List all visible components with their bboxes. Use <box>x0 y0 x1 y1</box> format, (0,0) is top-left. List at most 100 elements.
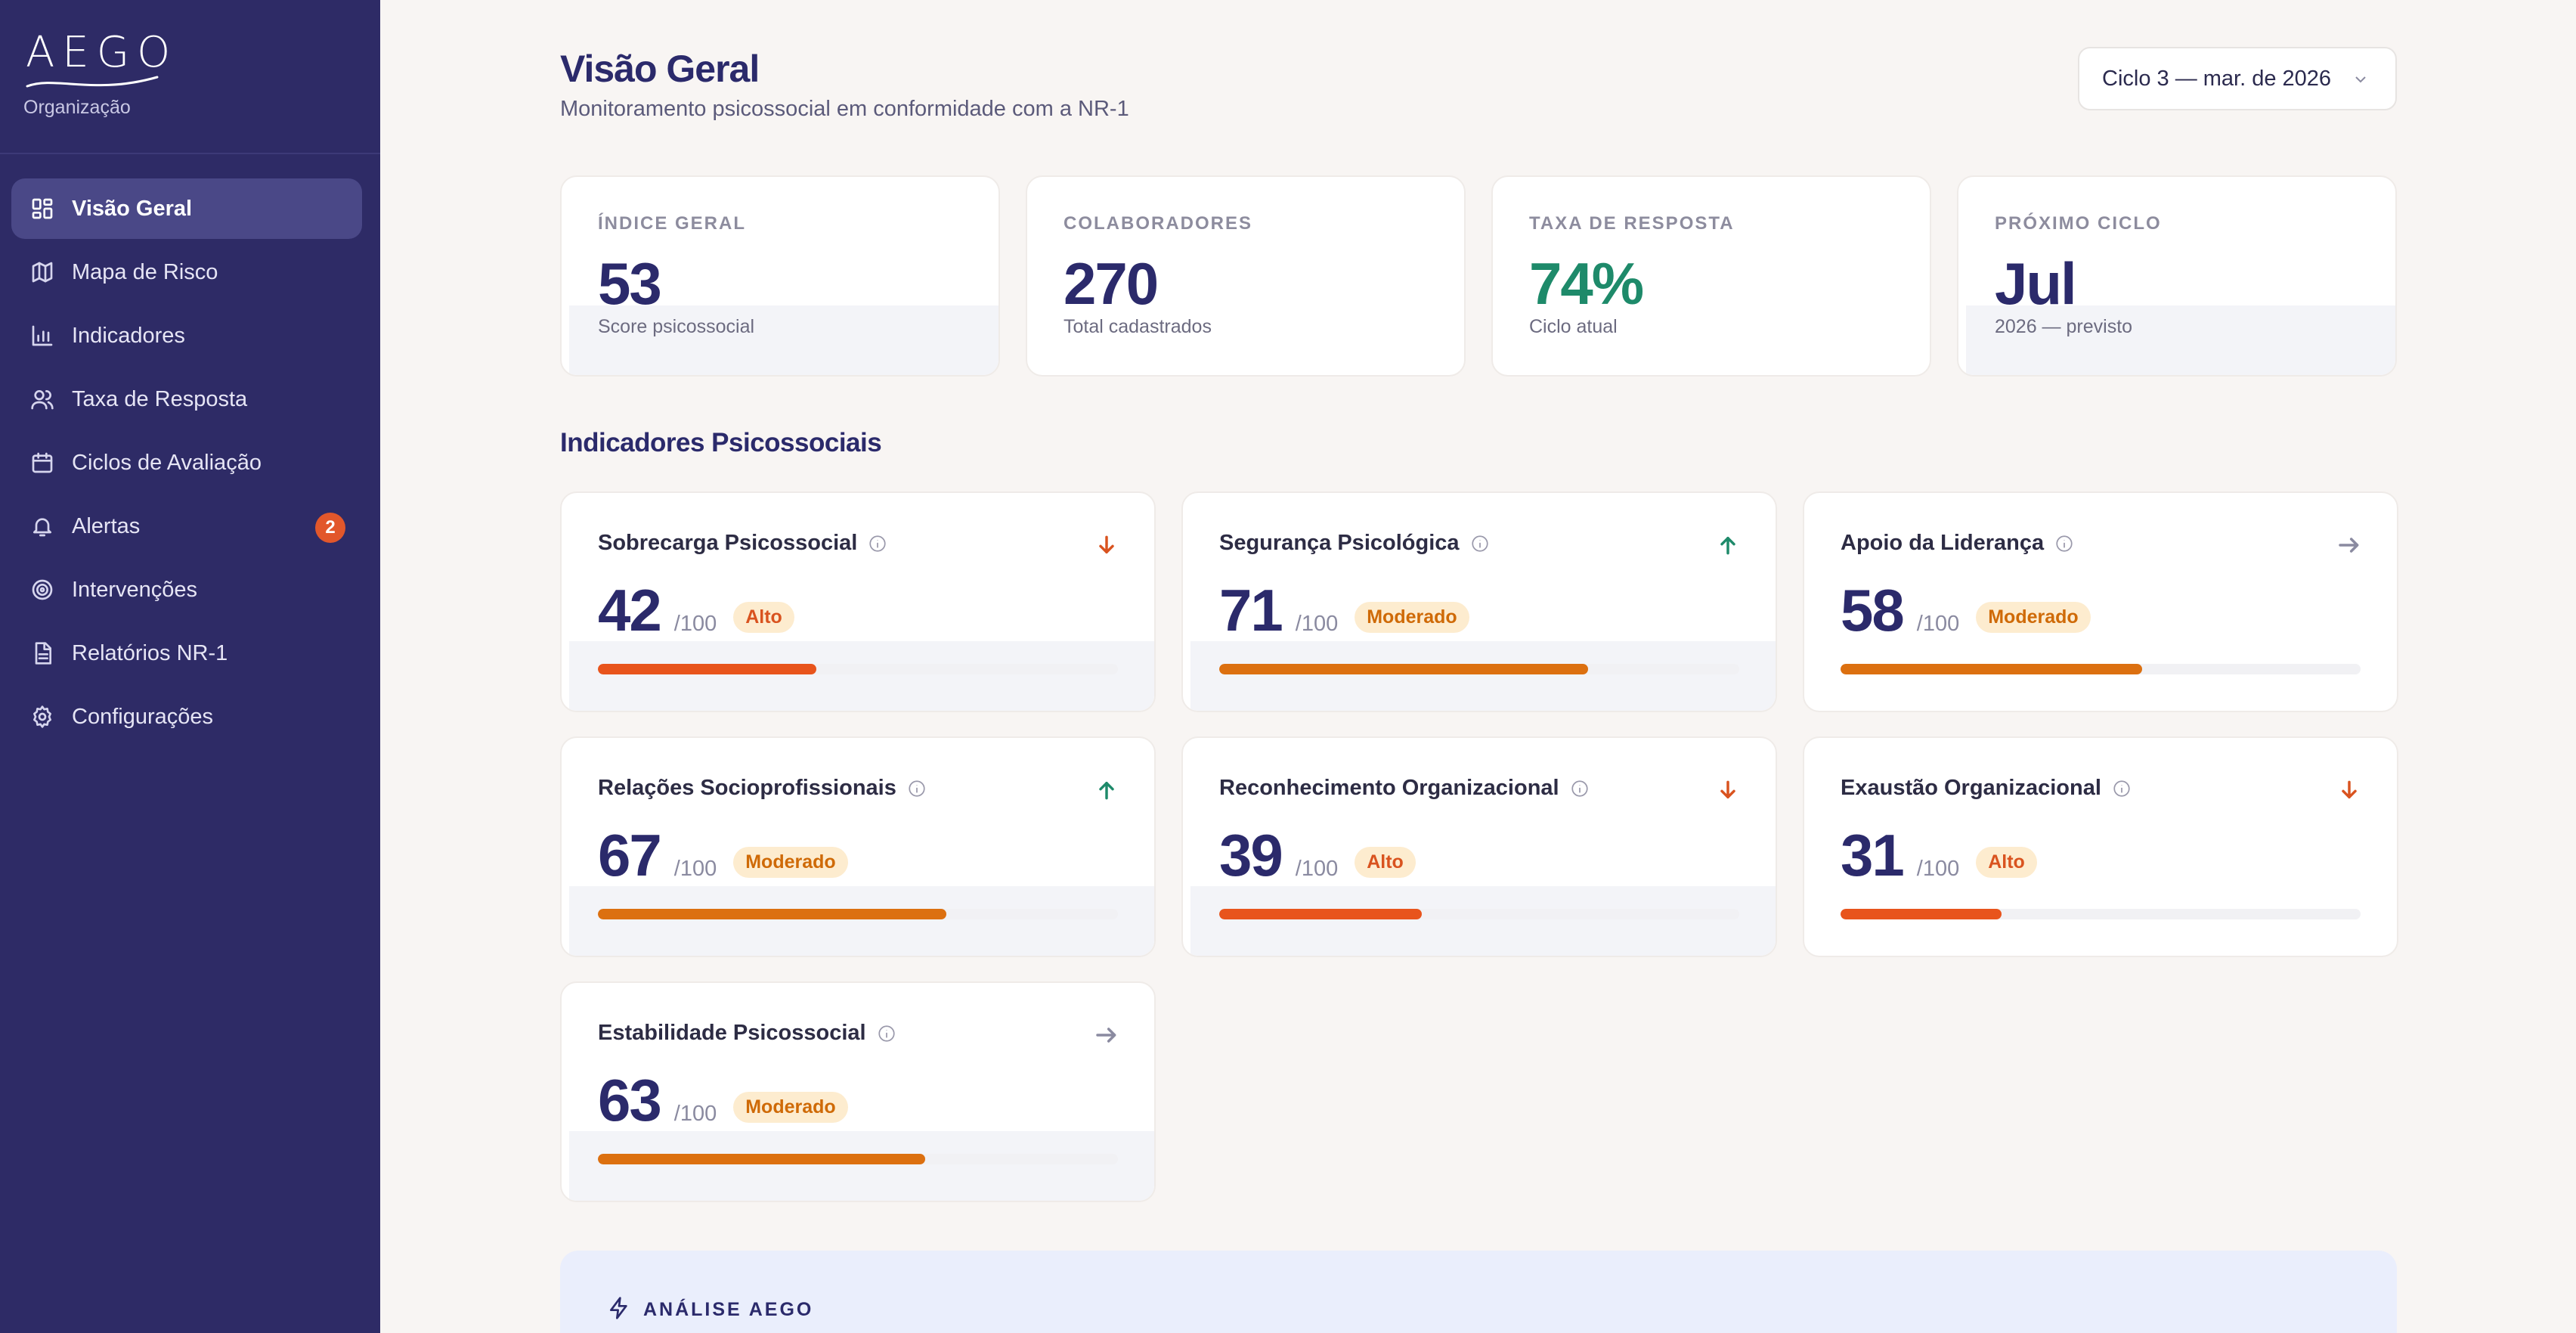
sidebar-item-label: Taxa de Resposta <box>72 386 248 411</box>
arrow-down-icon <box>1715 777 1741 803</box>
indicator-card[interactable]: Relações Socioprofissionais 67/100 Moderad… <box>560 736 1156 957</box>
kpi-label: COLABORADORES <box>1064 213 1253 234</box>
indicator-name: Exaustão Organizacional <box>1841 776 2132 801</box>
indicator-value: 63 <box>598 1067 662 1133</box>
sidebar-item-alertas[interactable]: Alertas 2 <box>11 496 362 556</box>
kpi-label: PRÓXIMO CICLO <box>1995 213 2162 234</box>
info-icon[interactable] <box>907 779 927 798</box>
sidebar-item-configuracoes[interactable]: Configurações <box>11 687 362 747</box>
progress-track <box>1841 664 2361 674</box>
indicator-name: Relações Socioprofissionais <box>598 776 927 801</box>
indicator-max: /100 <box>673 612 717 636</box>
sidebar-item-relatorios-nr1[interactable]: Relatórios NR-1 <box>11 623 362 684</box>
info-icon[interactable] <box>2112 779 2132 798</box>
indicator-card[interactable]: Sobrecarga Psicossocial 42/100 Alto <box>560 491 1156 712</box>
kpi-card-taxa-de-resposta: TAXA DE RESPOSTA 74% Ciclo atual <box>1491 175 1931 377</box>
indicator-score: 31/100 Alto <box>1841 821 2037 890</box>
kpi-label: ÍNDICE GERAL <box>598 213 747 234</box>
logo-swoosh-icon <box>26 76 159 88</box>
indicator-name: Sobrecarga Psicossocial <box>598 531 887 556</box>
kpi-value: 74% <box>1529 250 1644 317</box>
chevron-down-icon <box>2352 70 2370 95</box>
risk-level-badge: Moderado <box>1355 602 1469 633</box>
kpi-caption: Ciclo atual <box>1529 316 1618 337</box>
page-title: Visão Geral <box>560 48 760 90</box>
risk-level-badge: Moderado <box>733 1092 848 1123</box>
info-icon[interactable] <box>877 1024 896 1043</box>
arrow-up-icon <box>1094 777 1119 803</box>
indicator-value: 31 <box>1841 822 1905 888</box>
sidebar-item-label: Alertas <box>72 513 141 538</box>
sidebar-item-ciclos-de-avaliacao[interactable]: Ciclos de Avaliação <box>11 432 362 493</box>
arrow-right-icon <box>2336 532 2362 558</box>
kpi-caption: 2026 — previsto <box>1995 316 2133 337</box>
indicator-card[interactable]: Exaustão Organizacional 31/100 Alto <box>1803 736 2398 957</box>
file-icon <box>29 640 55 666</box>
progress-track <box>598 664 1118 674</box>
sidebar-item-label: Mapa de Risco <box>72 259 218 284</box>
indicator-score: 71/100 Moderado <box>1219 576 1469 645</box>
logo-text: AEGO <box>26 28 178 77</box>
info-icon[interactable] <box>2054 534 2074 553</box>
brand-logo[interactable]: AEGO <box>26 28 178 88</box>
grid-icon <box>29 196 55 222</box>
progress-track <box>598 909 1118 919</box>
indicator-name: Segurança Psicológica <box>1219 531 1490 556</box>
kpi-card-proximo-ciclo: PRÓXIMO CICLO Jul 2026 — previsto <box>1957 175 2397 377</box>
indicator-max: /100 <box>1295 612 1339 636</box>
indicator-card[interactable]: Reconhecimento Organizacional 39/100 Alto <box>1181 736 1777 957</box>
progress-fill <box>1841 664 2143 674</box>
info-icon[interactable] <box>868 534 887 553</box>
indicator-score: 67/100 Moderado <box>598 821 848 890</box>
sidebar-item-indicadores[interactable]: Indicadores <box>11 305 362 366</box>
users-icon <box>29 386 55 412</box>
arrow-up-icon <box>1715 532 1741 558</box>
cycle-select[interactable]: Ciclo 3 — mar. de 2026 <box>2078 47 2397 110</box>
kpi-label: TAXA DE RESPOSTA <box>1529 213 1735 234</box>
indicator-value: 42 <box>598 577 662 643</box>
sidebar-divider <box>0 153 380 154</box>
sidebar-item-mapa-de-risco[interactable]: Mapa de Risco <box>11 242 362 302</box>
indicator-score: 42/100 Alto <box>598 576 794 645</box>
progress-track <box>1219 664 1739 674</box>
indicator-max: /100 <box>1916 612 1960 636</box>
kpi-value: 270 <box>1064 250 1159 317</box>
main-content: Visão Geral Monitoramento psicossocial e… <box>380 0 2576 1333</box>
kpi-value: Jul <box>1995 250 2077 317</box>
indicator-name: Apoio da Liderança <box>1841 531 2074 556</box>
progress-track <box>1841 909 2361 919</box>
analysis-panel: ANÁLISE AEGO <box>560 1251 2397 1333</box>
indicator-value: 71 <box>1219 577 1283 643</box>
kpi-card-indice-geral: ÍNDICE GERAL 53 Score psicossocial <box>560 175 1000 377</box>
sidebar-item-taxa-de-resposta[interactable]: Taxa de Resposta <box>11 369 362 429</box>
sidebar-item-intervencoes[interactable]: Intervenções <box>11 560 362 620</box>
sidebar-item-label: Intervenções <box>72 577 198 602</box>
indicator-score: 63/100 Moderado <box>598 1066 848 1135</box>
info-icon[interactable] <box>1470 534 1490 553</box>
indicator-card[interactable]: Apoio da Liderança 58/100 Moderado <box>1803 491 2398 712</box>
progress-fill <box>1219 909 1423 919</box>
indicator-card[interactable]: Estabilidade Psicossocial 63/100 Moderado <box>560 981 1156 1202</box>
risk-level-badge: Alto <box>1355 847 1416 878</box>
page-subtitle: Monitoramento psicossocial em conformida… <box>560 97 1129 121</box>
org-label: Organização <box>23 97 131 118</box>
progress-track <box>598 1154 1118 1164</box>
bar-chart-icon <box>29 323 55 349</box>
indicator-card[interactable]: Segurança Psicológica 71/100 Moderado <box>1181 491 1777 712</box>
bell-icon <box>29 513 55 539</box>
info-icon[interactable] <box>1570 779 1590 798</box>
section-title-indicadores: Indicadores Psicossociais <box>560 428 882 457</box>
progress-fill <box>598 664 816 674</box>
sidebar-item-label: Configurações <box>72 704 213 729</box>
lightning-icon <box>607 1296 631 1324</box>
indicator-score: 58/100 Moderado <box>1841 576 2091 645</box>
sidebar-item-visao-geral[interactable]: Visão Geral <box>11 178 362 239</box>
sidebar-item-label: Visão Geral <box>72 196 193 221</box>
indicator-value: 58 <box>1841 577 1905 643</box>
indicator-score: 39/100 Alto <box>1219 821 1416 890</box>
risk-level-badge: Moderado <box>733 847 848 878</box>
cycle-select-value: Ciclo 3 — mar. de 2026 <box>2102 66 2332 91</box>
kpi-caption: Total cadastrados <box>1064 316 1212 337</box>
risk-level-badge: Alto <box>1976 847 2037 878</box>
kpi-caption: Score psicossocial <box>598 316 755 337</box>
